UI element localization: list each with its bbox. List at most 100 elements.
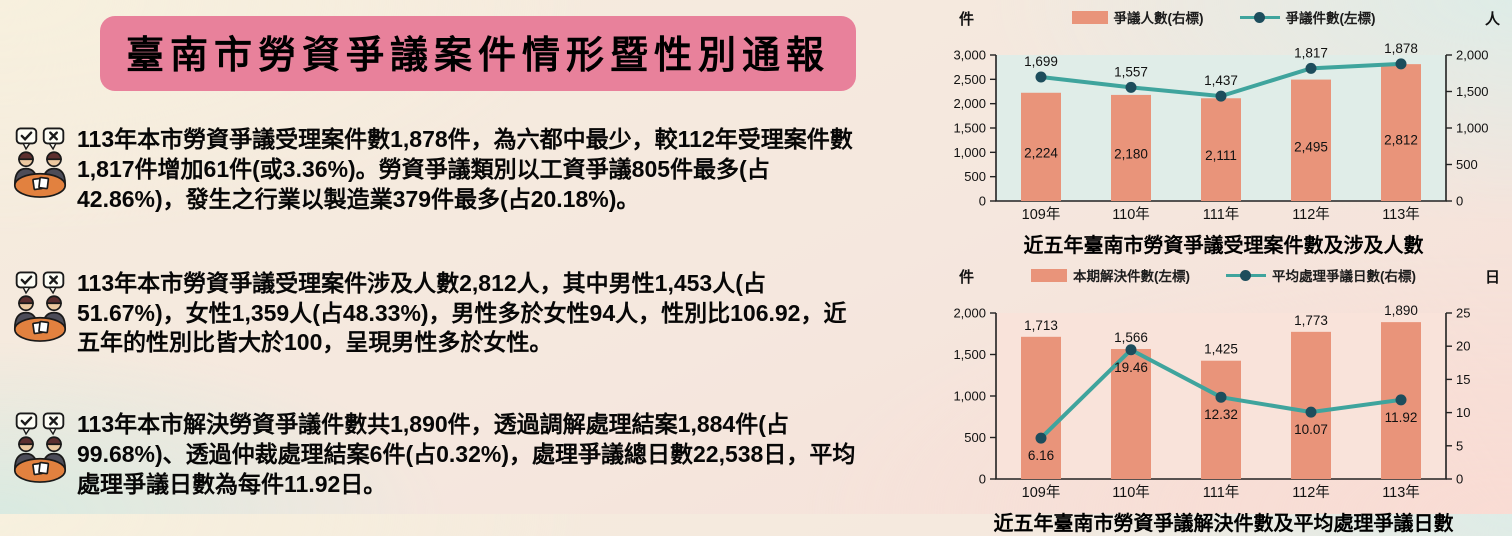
x-axis-category-label: 112年 — [1292, 484, 1330, 501]
left-axis-tick: 1,000 — [953, 389, 986, 404]
left-axis-unit-label: 件 — [959, 269, 975, 286]
chart-canvas: 3,000 2,500 2,000 1,500 1,000 500 0 2,000 1,500 1… — [953, 41, 1489, 223]
line-point — [1035, 71, 1047, 83]
chart-header: 件 本期解決件數(左標) 平均處理爭議日數(右標) 日 — [935, 263, 1512, 287]
line-dot-icon — [1253, 11, 1265, 23]
left-axis-tick: 1,000 — [953, 145, 986, 160]
right-axis-tick: 0 — [1456, 194, 1463, 209]
line-point — [1125, 344, 1137, 356]
legend-item-bar: 本期解決件數(左標) — [1031, 265, 1190, 285]
line-point — [1215, 90, 1227, 102]
left-axis-tick: 0 — [979, 472, 986, 487]
right-axis-tick: 1,500 — [1456, 84, 1489, 99]
line-value-label: 10.07 — [1294, 422, 1328, 437]
x-axis-category-label: 113年 — [1382, 206, 1420, 223]
negotiation-table-icon — [12, 269, 68, 345]
bar — [1111, 94, 1151, 201]
line-value-label: 1,557 — [1114, 64, 1148, 79]
bar-value-label: 2,812 — [1384, 132, 1418, 147]
right-axis-tick: 10 — [1456, 405, 1470, 420]
paragraph-persons-involved: 113年本市勞資爭議受理案件涉及人數2,812人，其中男性1,453人(占51.… — [12, 269, 935, 359]
bar-value-label: 2,224 — [1024, 145, 1058, 160]
line-point — [1305, 406, 1317, 418]
paragraph-text: 113年本市解決勞資爭議件數共1,890件，透過調解處理結案1,884件(占99… — [77, 411, 856, 498]
line-value-label: 19.46 — [1114, 360, 1148, 375]
line-swatch-icon — [1239, 11, 1280, 24]
negotiation-table-icon — [12, 410, 68, 486]
bar — [1201, 98, 1241, 201]
line-value-label: 1,878 — [1384, 41, 1418, 56]
legend-item-bar: 爭議人數(右標) — [1071, 7, 1204, 27]
line-point — [1395, 394, 1407, 406]
line-value-label: 11.92 — [1385, 410, 1418, 425]
right-axis-tick: 500 — [1456, 157, 1478, 172]
line-value-label: 1,817 — [1294, 45, 1328, 60]
chart-legend: 本期解決件數(左標) 平均處理爭議日數(右標) — [1031, 265, 1416, 285]
page-title: 臺南市勞資爭議案件情形暨性別通報 — [100, 16, 857, 91]
left-axis-tick: 1,500 — [953, 121, 986, 136]
left-axis-tick: 2,000 — [953, 96, 986, 111]
line-point — [1305, 62, 1317, 74]
legend-item-line: 爭議件數(左標) — [1239, 7, 1376, 27]
bar-value-label: 1,713 — [1024, 318, 1058, 333]
line-point — [1395, 58, 1407, 70]
legend-label: 平均處理爭議日數(右標) — [1272, 269, 1416, 284]
right-axis-tick: 20 — [1456, 339, 1470, 354]
x-axis-category-label: 109年 — [1022, 206, 1061, 223]
line-point — [1125, 81, 1137, 93]
x-axis-category-label: 112年 — [1292, 206, 1330, 223]
chart-title: 近五年臺南市勞資爭議受理案件數及涉及人數 — [1023, 235, 1424, 257]
x-axis-category-label: 110年 — [1112, 484, 1150, 501]
bar — [1381, 64, 1421, 201]
legend-label: 爭議件數(左標) — [1285, 11, 1376, 26]
paragraph-text: 113年本市勞資爭議受理案件數1,878件，為六都中最少，較112年受理案件數1… — [77, 126, 853, 212]
right-axis-tick: 15 — [1456, 372, 1470, 387]
bar-value-label: 2,111 — [1205, 148, 1237, 163]
legend-label: 爭議人數(右標) — [1113, 11, 1204, 26]
right-axis-tick: 1,000 — [1456, 121, 1489, 136]
legend-label: 本期解決件數(左標) — [1073, 269, 1190, 284]
bar — [1291, 331, 1331, 479]
left-axis-tick: 2,000 — [953, 306, 986, 321]
left-axis-tick: 1,500 — [953, 347, 986, 362]
chart-accepted-cases-panel: 件 爭議人數(右標) 爭議件數(左標) 人 3,000 2,500 2,000 1,5… — [935, 0, 1512, 258]
left-axis-unit-label: 件 — [959, 11, 975, 28]
chart-header: 件 爭議人數(右標) 爭議件數(左標) 人 — [935, 5, 1512, 29]
x-axis-category-label: 109年 — [1022, 484, 1061, 501]
right-axis-tick: 0 — [1456, 472, 1463, 487]
chart-title: 近五年臺南市勞資爭議解決件數及平均處理爭議日數 — [993, 513, 1454, 535]
line-value-label: 12.32 — [1204, 407, 1238, 422]
left-axis-tick: 500 — [964, 430, 986, 445]
chart-legend: 爭議人數(右標) 爭議件數(左標) — [1071, 7, 1376, 27]
bar — [1201, 360, 1241, 479]
line-value-label: 6.16 — [1028, 448, 1054, 463]
bar-swatch-icon — [1031, 268, 1067, 282]
right-axis-tick: 2,000 — [1456, 48, 1489, 63]
bar — [1291, 79, 1331, 201]
text-column: 臺南市勞資爭議案件情形暨性別通報 113年本市勞資爭議受理案件數1,878件，為… — [0, 16, 935, 498]
line-point — [1035, 432, 1047, 444]
left-axis-tick: 3,000 — [953, 48, 986, 63]
right-axis-tick: 5 — [1456, 438, 1463, 453]
right-axis-unit-label: 日 — [1484, 269, 1500, 286]
x-axis-category-label: 111年 — [1203, 206, 1240, 223]
bar-value-label: 2,180 — [1114, 146, 1148, 161]
bar-swatch-icon — [1071, 10, 1108, 24]
x-axis-category-label: 113年 — [1382, 484, 1420, 501]
bar-value-label: 2,495 — [1294, 139, 1328, 154]
bar — [1021, 336, 1061, 479]
bar — [1021, 92, 1061, 201]
bar — [1111, 349, 1151, 479]
bar-value-label: 1,890 — [1384, 303, 1418, 318]
left-axis-tick: 2,500 — [953, 72, 986, 87]
x-axis-category-label: 111年 — [1203, 484, 1240, 501]
right-axis-unit-label: 人 — [1484, 11, 1500, 28]
negotiation-table-icon — [12, 125, 68, 201]
line-dot-icon — [1240, 269, 1251, 281]
x-axis-category-label: 110年 — [1112, 206, 1150, 223]
chart-canvas: 2,000 1,500 1,000 500 0 25 20 15 10 5 0 1,713 109年 1,… — [953, 303, 1470, 501]
legend-item-line: 平均處理爭議日數(右標) — [1226, 265, 1416, 285]
line-value-label: 1,437 — [1204, 73, 1238, 88]
bar-value-label: 1,773 — [1294, 313, 1328, 328]
